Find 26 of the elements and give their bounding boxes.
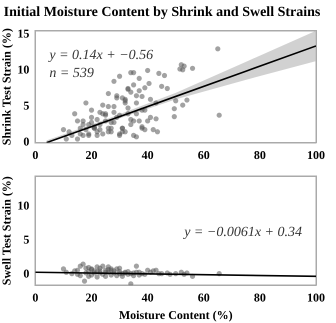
x-tick-label: 0 — [32, 290, 38, 304]
y-tick-label: 10 — [17, 198, 30, 212]
y-tick-label: 10 — [17, 62, 30, 77]
x-tick-label: 80 — [254, 148, 266, 162]
y-tick-label: 0 — [23, 134, 30, 149]
x-tick-label: 60 — [198, 290, 210, 304]
x-tick-label: 100 — [307, 290, 325, 304]
annotation: y = −0.0061x + 0.34 — [182, 225, 302, 240]
chart-title: Initial Moisture Content by Shrink and Swell Strains — [4, 5, 321, 20]
x-tick-label: 40 — [142, 148, 154, 162]
y-axis-title: Shrink Test Strain (%) — [0, 28, 14, 146]
x-tick-label: 80 — [254, 290, 266, 304]
y-tick-label: 5 — [23, 232, 30, 246]
x-tick-label: 0 — [32, 148, 38, 162]
x-tick-label: 20 — [86, 290, 98, 304]
x-tick-label: 40 — [142, 290, 154, 304]
x-tick-label: 60 — [198, 148, 210, 162]
y-tick-label: 5 — [23, 98, 30, 113]
x-tick-label: 100 — [307, 148, 325, 162]
y-tick-label: 0 — [23, 266, 30, 280]
annotation: n = 539 — [49, 66, 94, 81]
x-axis-title: Moisture Content (%) — [118, 308, 233, 322]
y-tick-label: 15 — [17, 26, 30, 40]
x-tick-label: 20 — [86, 148, 98, 162]
annotation: y = 0.14x + −0.56 — [47, 48, 154, 63]
y-axis-title: Swell Test Strain (%) — [0, 176, 14, 286]
